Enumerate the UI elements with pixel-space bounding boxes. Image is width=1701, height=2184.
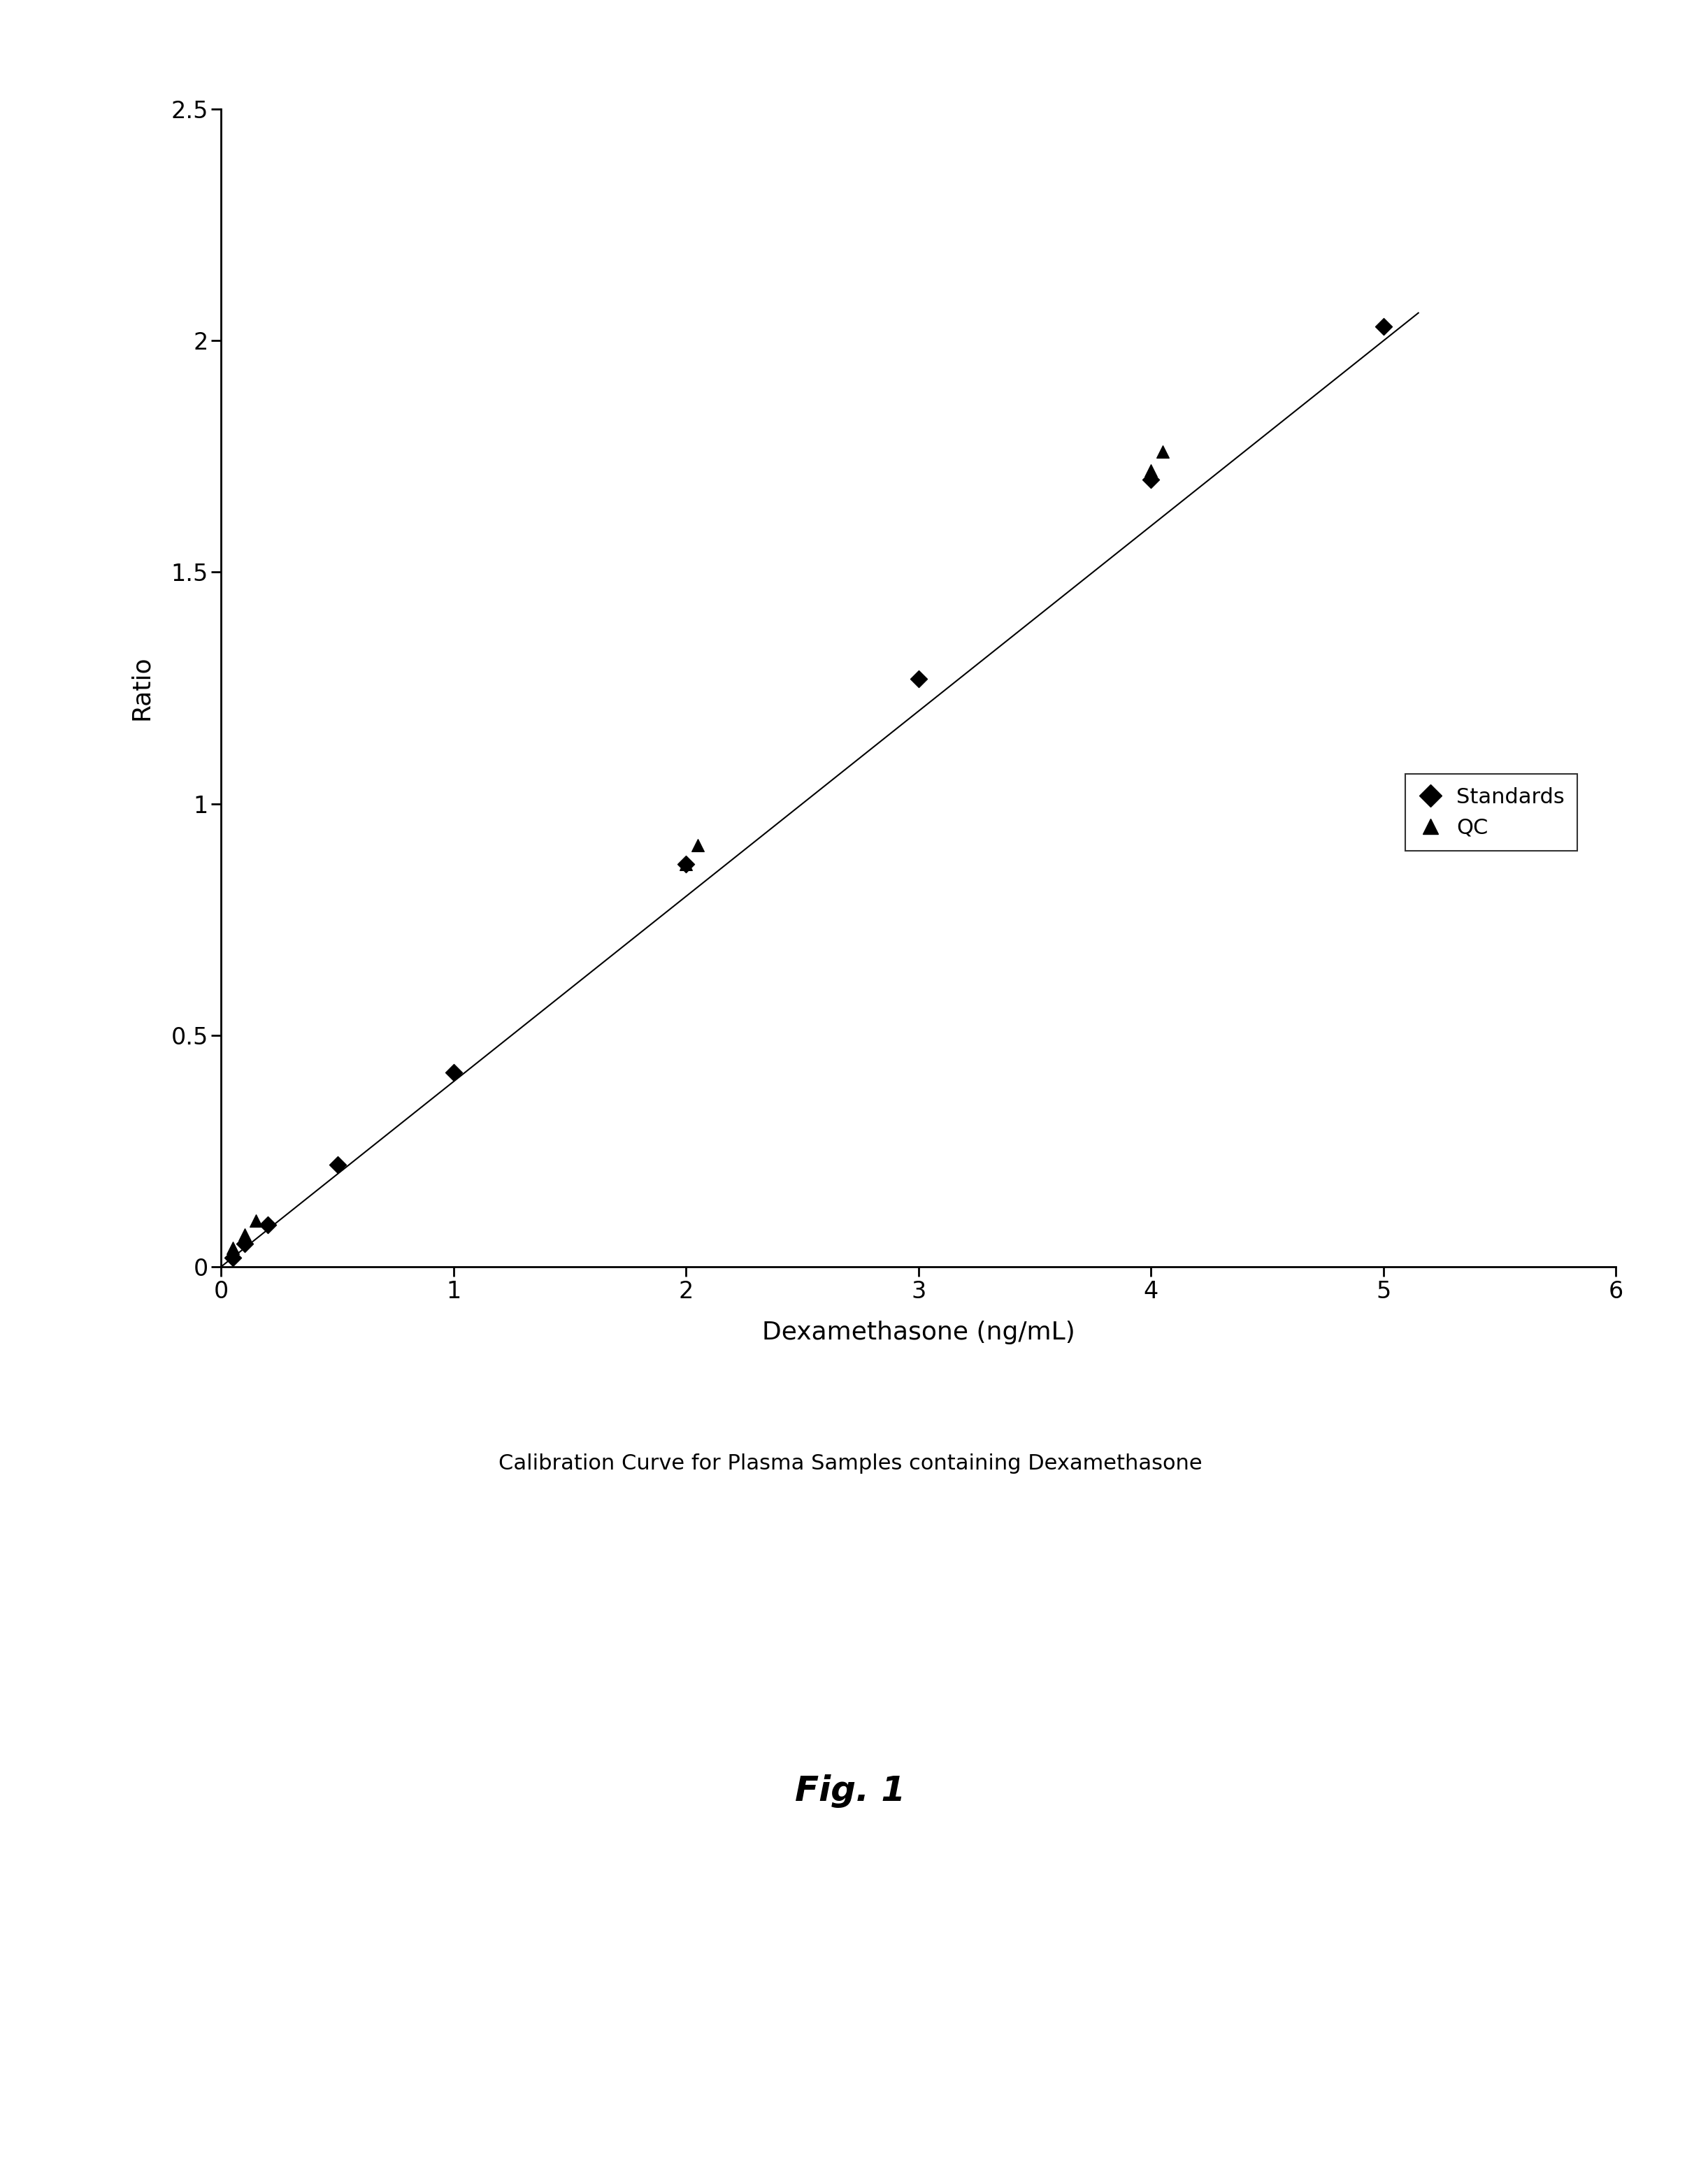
Legend: Standards, QC: Standards, QC (1405, 773, 1577, 852)
QC (219, 1232, 247, 1267)
Standards (1138, 463, 1165, 498)
QC (672, 847, 699, 882)
QC (243, 1203, 270, 1238)
Standards (231, 1225, 259, 1260)
Standards (253, 1208, 281, 1243)
QC (1148, 435, 1175, 470)
Standards (441, 1055, 468, 1090)
QC (684, 828, 711, 863)
Text: Fig. 1: Fig. 1 (796, 1773, 905, 1808)
QC (1138, 452, 1165, 487)
Standards (672, 847, 699, 882)
Standards (1369, 310, 1397, 345)
Y-axis label: Ratio: Ratio (129, 655, 153, 721)
Standards (219, 1241, 247, 1275)
QC (231, 1216, 259, 1251)
X-axis label: Dexamethasone (ng/mL): Dexamethasone (ng/mL) (762, 1321, 1075, 1343)
Standards (323, 1147, 350, 1182)
Standards (905, 662, 932, 697)
Text: Calibration Curve for Plasma Samples containing Dexamethasone: Calibration Curve for Plasma Samples con… (498, 1452, 1203, 1474)
